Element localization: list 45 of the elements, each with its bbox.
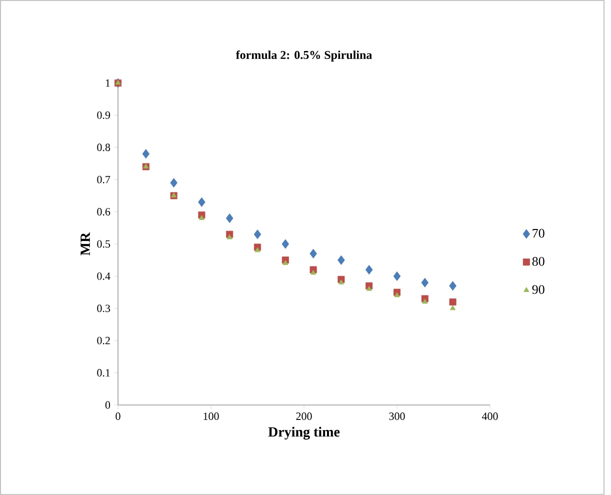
point — [310, 270, 316, 275]
point — [450, 305, 456, 310]
point — [365, 264, 373, 275]
point — [198, 215, 204, 220]
point — [366, 286, 372, 291]
y-tick-label: 0.2 — [97, 336, 110, 344]
y-tick-label: 0.8 — [97, 144, 110, 152]
x-tick-label: 0 — [116, 412, 120, 420]
point — [198, 197, 206, 207]
y-tick-label: 0.1 — [97, 369, 110, 377]
point — [170, 178, 178, 188]
x-axis-title: Drying time — [268, 426, 340, 440]
legend-label: 90 — [532, 285, 544, 294]
point — [449, 298, 456, 306]
point — [282, 239, 290, 249]
chart-title: formula 2: 0.5% Spirulina — [236, 50, 372, 62]
y-tick-label: 0.7 — [97, 176, 110, 184]
x-tick-label: 400 — [482, 412, 498, 420]
y-tick-label: 0.9 — [97, 111, 110, 119]
y-tick-label: 0.4 — [97, 272, 110, 280]
point — [310, 248, 317, 258]
point — [394, 292, 400, 298]
x-tick-label: 100 — [204, 412, 219, 420]
point — [338, 255, 345, 265]
point — [282, 260, 288, 266]
y-tick-label: 0.6 — [97, 208, 110, 216]
y-tick-label: 0.3 — [97, 304, 110, 312]
y-tick-label: 0 — [105, 401, 110, 409]
point — [254, 230, 262, 240]
point — [226, 213, 234, 224]
y-axis-title: MR — [80, 232, 90, 256]
point — [421, 278, 429, 288]
point — [449, 281, 456, 291]
point — [254, 247, 260, 252]
point — [226, 234, 232, 240]
point — [338, 279, 344, 284]
point — [422, 298, 428, 304]
point — [142, 149, 150, 159]
y-tick-label: 1 — [106, 79, 110, 87]
x-tick-label: 200 — [296, 412, 312, 420]
y-tick-label: 0.5 — [97, 240, 110, 248]
legend-label: 70 — [532, 228, 544, 238]
legend-label: 80 — [532, 257, 544, 266]
point — [393, 271, 401, 281]
x-tick-label: 300 — [389, 412, 405, 420]
